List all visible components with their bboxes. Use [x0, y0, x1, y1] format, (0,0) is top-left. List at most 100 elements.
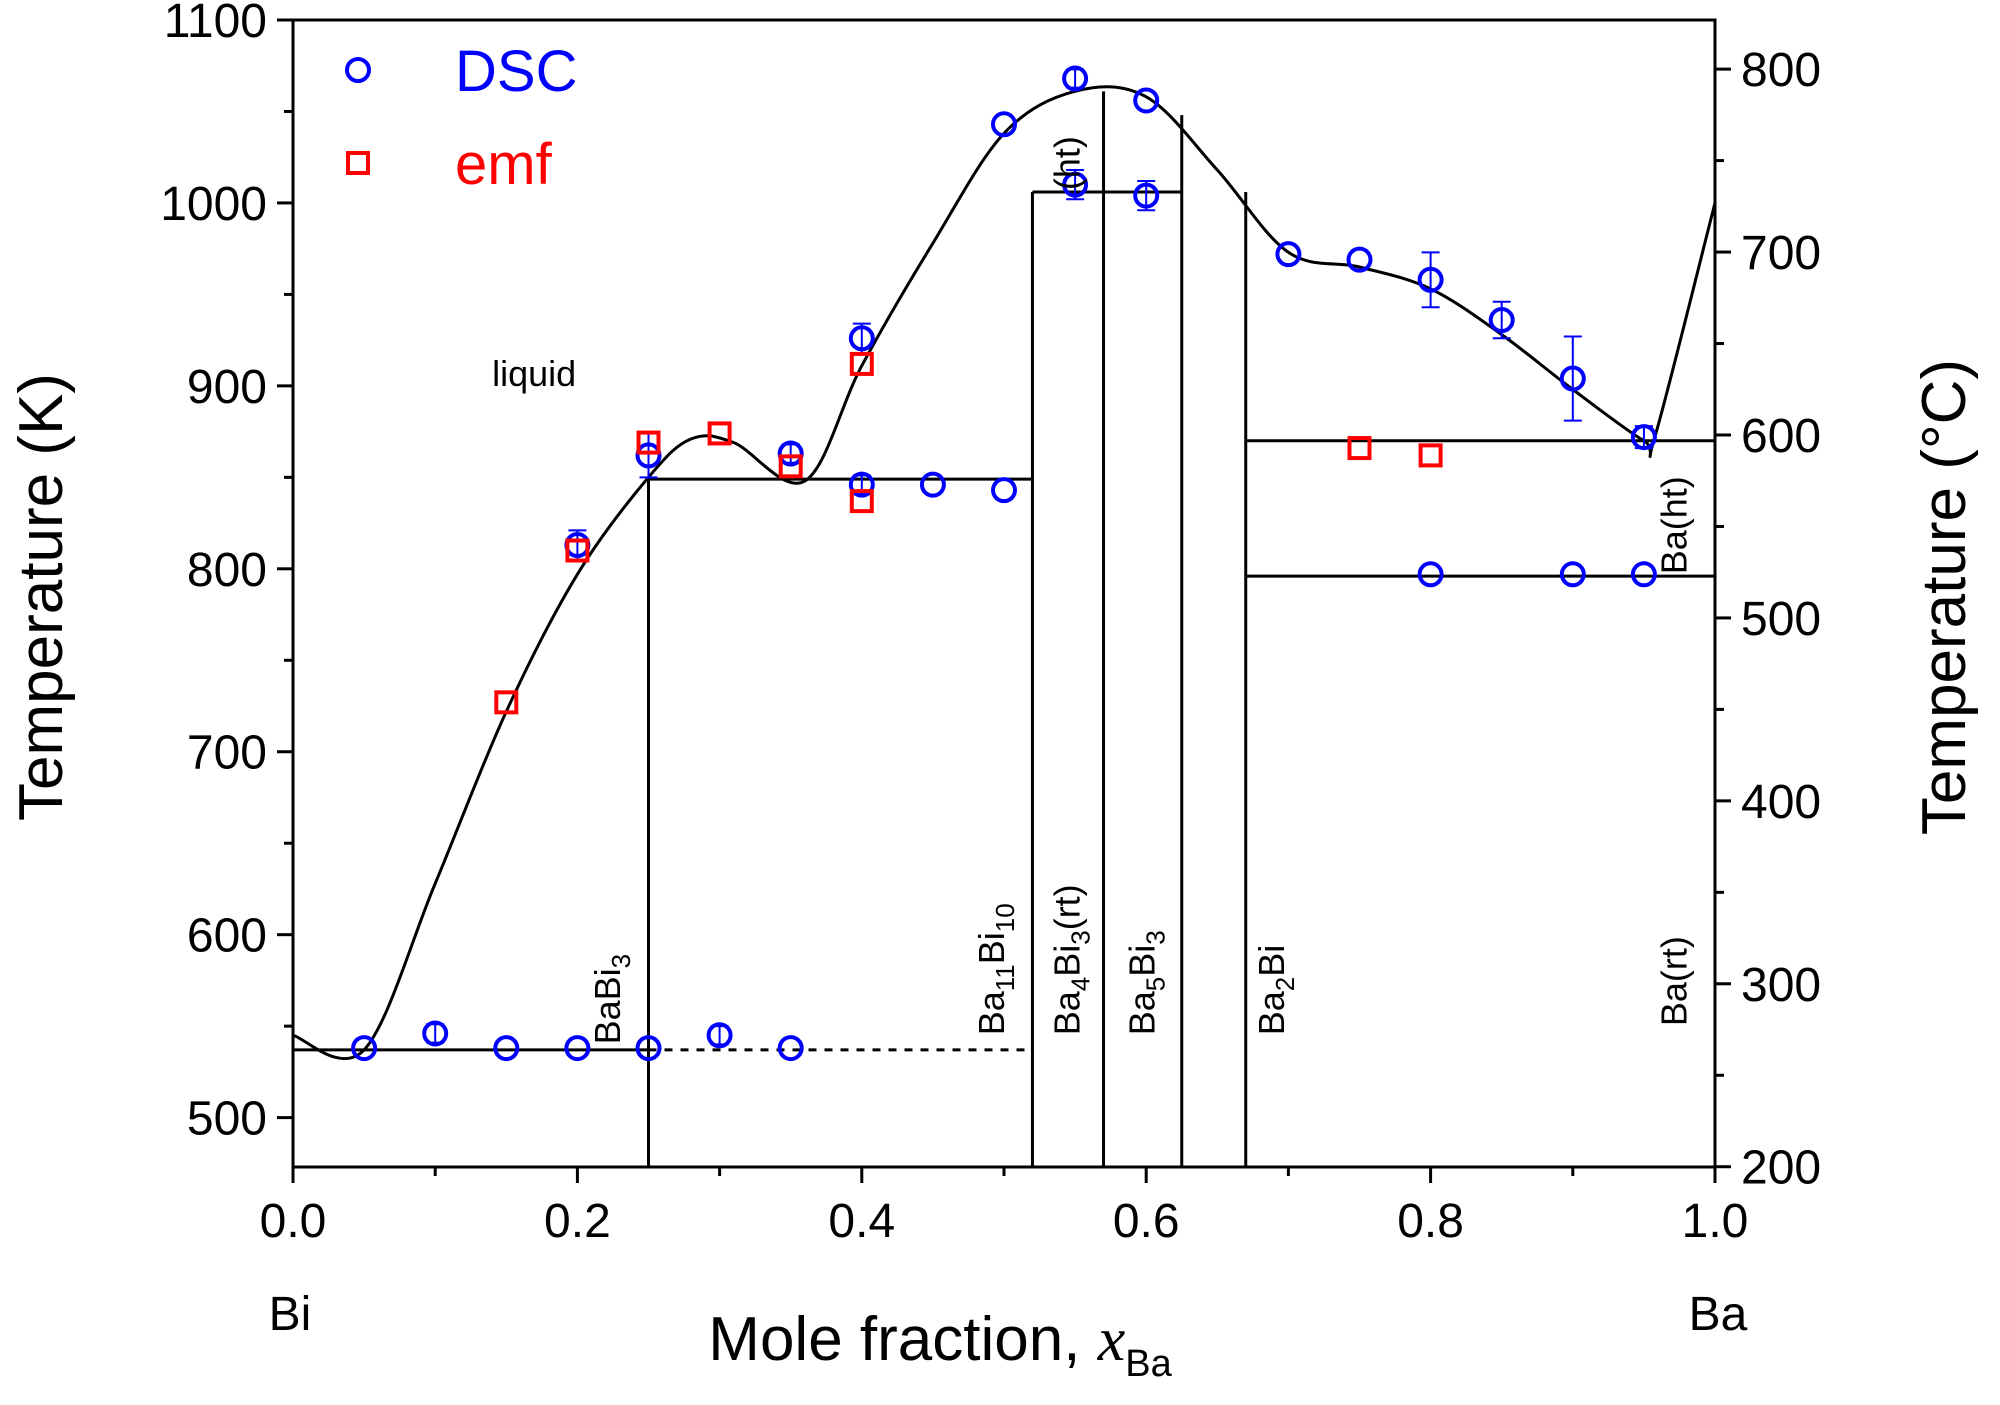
plot-area: 0.0 0.2 0.4 0.6 0.8 1.0 500 600 700 800 900 1000 110…	[160, 0, 1821, 1248]
y-right-tick-label: 800	[1741, 44, 1821, 97]
legend-label: DSC	[455, 39, 577, 104]
y-left-tick-label: 600	[187, 910, 267, 963]
y-left-tick-label: 500	[187, 1093, 267, 1146]
annotation-part: (rt)	[1046, 884, 1087, 930]
annotation-part: Ba	[1251, 990, 1292, 1035]
annotation-part: BaBi	[587, 968, 628, 1044]
annotation-ba11bi10: Ba11Bi10	[971, 903, 1020, 1035]
annotation-part: Bi	[971, 932, 1012, 964]
annotation-part: 5	[1141, 977, 1171, 991]
y-left-tick-label: 700	[187, 727, 267, 780]
dsc-point	[848, 471, 875, 498]
annotation-part: Ba	[1046, 990, 1087, 1035]
y-right-tick-label: 500	[1741, 593, 1821, 646]
dsc-point	[635, 442, 662, 469]
dsc-point	[564, 1035, 591, 1062]
annotation-ba_ht: Ba(ht)	[1654, 476, 1695, 574]
annotation-part: 3	[606, 954, 636, 968]
y-right-tick-label: 300	[1741, 959, 1821, 1012]
annotation-part: Ba	[971, 990, 1012, 1035]
x-tick-label: 0.2	[544, 1195, 611, 1248]
x-tick-label: 0.8	[1397, 1195, 1464, 1248]
dsc-point	[777, 440, 804, 467]
annotation-ht: (ht)	[1046, 136, 1087, 190]
annotation-babi3: BaBi3	[587, 954, 636, 1045]
dsc-point	[1488, 307, 1515, 334]
annotation-part: Ba	[1122, 990, 1163, 1035]
x-axis-title: Mole fraction, xBa	[708, 1305, 1172, 1385]
dsc-point	[1630, 561, 1657, 588]
annotation-part: 4	[1065, 977, 1095, 991]
emf-point	[636, 430, 661, 455]
x-axis-title-var: x	[1097, 1306, 1126, 1374]
annotation-part: Bi	[1251, 945, 1292, 977]
x-tick-label: 0.6	[1113, 1195, 1180, 1248]
y-left-tick-label: 900	[187, 361, 267, 414]
annotation-ba5bi3: Ba5Bi3	[1122, 930, 1171, 1035]
emf-point	[1418, 443, 1443, 468]
dsc-point	[919, 471, 946, 498]
dsc-point	[1559, 365, 1586, 392]
y-left-tick-label: 1000	[160, 178, 267, 231]
dsc-point	[1133, 182, 1160, 209]
dsc-point	[1630, 424, 1657, 451]
annotation-part: 11	[990, 964, 1020, 991]
annotation-part: Ba(rt)	[1654, 936, 1695, 1026]
annotation-part: Bi	[1046, 945, 1087, 977]
y-left-tick-label: 800	[187, 544, 267, 597]
annotation-part: Bi	[1122, 945, 1163, 977]
emf-point	[849, 489, 874, 514]
annotation-part: Ba(ht)	[1654, 476, 1695, 574]
emf-point	[565, 538, 590, 563]
emf-point	[494, 690, 519, 715]
dsc-point	[1559, 561, 1586, 588]
series-emf	[494, 351, 1443, 715]
annotation-ba4bi3rt: Ba4Bi3(rt)	[1046, 884, 1095, 1035]
dsc-point	[351, 1035, 378, 1062]
series-DSC	[351, 65, 1657, 1062]
dsc-point	[422, 1020, 449, 1047]
annotation-part: (ht)	[1046, 136, 1087, 190]
dsc-point	[1346, 246, 1373, 273]
legend-label: emf	[455, 132, 553, 197]
annotation-liquid: liquid	[492, 353, 576, 394]
dsc-point	[991, 477, 1017, 504]
annotation-part: 3	[1141, 930, 1171, 944]
x-tick-label: 0.4	[828, 1195, 895, 1248]
emf-point	[707, 421, 732, 446]
legend-marker-dsc	[345, 57, 371, 83]
annotation-ba_rt: Ba(rt)	[1654, 936, 1695, 1026]
dsc-point	[635, 1035, 662, 1062]
legend: DSC emf	[345, 39, 577, 197]
dsc-point	[1062, 65, 1089, 92]
x-axis-title-sub: Ba	[1125, 1343, 1172, 1385]
annotation-part: 2	[1270, 977, 1300, 991]
annotation-ba2bi: Ba2Bi	[1251, 945, 1300, 1036]
x-axis-title-text: Mole fraction,	[708, 1305, 1097, 1374]
y-right-tick-label: 400	[1741, 776, 1821, 829]
emf-point	[778, 454, 803, 479]
y-axis-left-title: Temperature (K)	[7, 373, 76, 821]
x-tick-label: 1.0	[1682, 1195, 1749, 1248]
dsc-point	[1417, 561, 1444, 588]
y-right-tick-label: 700	[1741, 227, 1821, 280]
x-end-label-ba: Ba	[1689, 1288, 1748, 1341]
x-tick-label: 0.0	[260, 1195, 327, 1248]
dsc-point	[1417, 266, 1444, 293]
emf-point	[849, 351, 874, 376]
dsc-point	[1275, 241, 1302, 268]
annotation-part: 3	[1065, 930, 1095, 944]
y-right-tick-label: 600	[1741, 410, 1821, 463]
dsc-point	[848, 325, 875, 352]
dsc-point	[1133, 87, 1160, 114]
liquidus-curve	[292, 85, 1717, 1060]
dsc-point	[706, 1022, 733, 1049]
emf-point	[1347, 436, 1372, 461]
y-axis-right-title: Temperature (°C)	[1910, 359, 1979, 835]
dsc-point	[1062, 171, 1089, 198]
y-right-tick-label: 200	[1741, 1142, 1821, 1195]
y-left-tick-label: 1100	[164, 0, 267, 48]
x-end-label-bi: Bi	[269, 1288, 312, 1341]
dsc-point	[991, 111, 1017, 138]
